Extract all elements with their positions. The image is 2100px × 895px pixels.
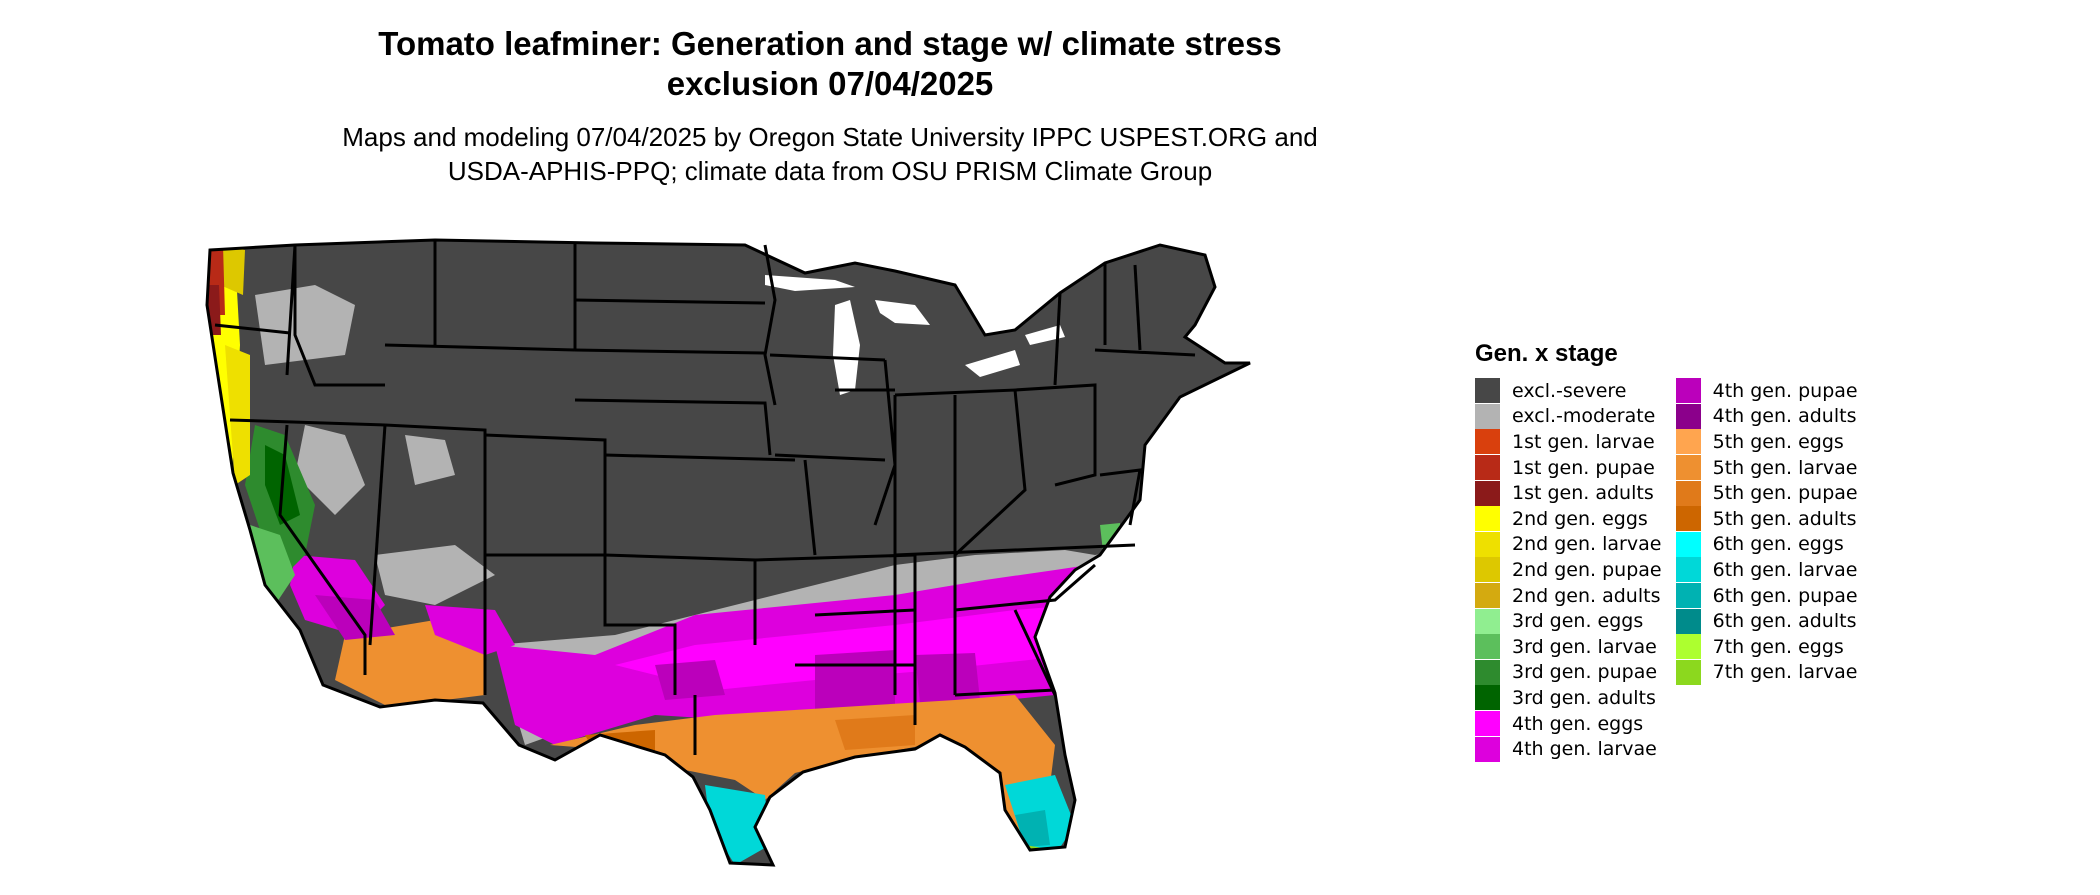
legend-swatch [1675, 634, 1701, 660]
map-subtitle-line-1: Maps and modeling 07/04/2025 by Oregon S… [342, 122, 1318, 152]
legend-label: 7th gen. eggs [1712, 635, 1844, 658]
country-outline [205, 238, 1251, 867]
legend-swatch [1675, 506, 1701, 532]
legend-label: 4th gen. adults [1712, 405, 1857, 428]
legend-label: 1st gen. pupae [1512, 456, 1655, 479]
legend-label: 2nd gen. larvae [1512, 533, 1662, 556]
legend-swatch [1675, 455, 1701, 481]
title-block: Tomato leafminer: Generation and stage w… [0, 24, 1660, 188]
legend-label: 4th gen. eggs [1512, 712, 1644, 735]
legend-swatch [1675, 403, 1701, 429]
legend-label: 2nd gen. eggs [1512, 507, 1648, 530]
legend-swatch [1675, 378, 1701, 404]
legend-label: 2nd gen. pupae [1512, 558, 1662, 581]
legend-label: 4th gen. pupae [1712, 379, 1858, 402]
legend-label: 5th gen. adults [1712, 507, 1857, 530]
legend-item: 2nd gen. pupae [1475, 557, 1662, 583]
legend-column-1: excl.-severe excl.-moderate 1st gen. larva… [1475, 378, 1662, 762]
legend-label: 3rd gen. eggs [1512, 610, 1644, 633]
legend-item: 7th gen. larvae [1675, 659, 1858, 686]
legend-item: 3rd gen. eggs [1475, 608, 1662, 634]
map-title: Tomato leafminer: Generation and stage w… [0, 24, 1660, 104]
legend-label: 1st gen. adults [1512, 482, 1654, 505]
legend-label: 3rd gen. larvae [1512, 635, 1657, 658]
state-borders [214, 240, 1196, 755]
legend-item: 1st gen. adults [1475, 480, 1662, 506]
legend-swatch [1675, 480, 1701, 506]
legend-item: 5th gen. adults [1675, 506, 1858, 532]
legend-item: 7th gen. eggs [1675, 634, 1858, 660]
legend-label: 5th gen. pupae [1712, 482, 1858, 505]
legend-swatch [1475, 711, 1500, 737]
legend-swatch [1475, 583, 1500, 609]
legend-swatch [1475, 736, 1500, 762]
legend-swatch [1475, 455, 1500, 481]
legend-label: 5th gen. eggs [1712, 430, 1844, 453]
map-title-line-1: Tomato leafminer: Generation and stage w… [378, 25, 1282, 62]
legend-item: excl.-moderate [1475, 403, 1662, 430]
legend-swatch [1475, 429, 1500, 455]
legend-item: 5th gen. eggs [1675, 429, 1858, 455]
legend-item: 6th gen. pupae [1675, 583, 1858, 609]
legend-swatch [1475, 403, 1500, 429]
legend-item: 6th gen. adults [1675, 608, 1858, 634]
legend-label: 1st gen. larvae [1512, 430, 1655, 453]
legend-item: 1st gen. pupae [1475, 455, 1662, 481]
legend-label: 6th gen. eggs [1712, 533, 1844, 556]
legend-item: 6th gen. larvae [1675, 557, 1858, 583]
legend-swatch [1475, 378, 1500, 404]
legend-swatch [1475, 557, 1500, 583]
legend-label: 6th gen. larvae [1712, 558, 1858, 581]
map-title-line-2: exclusion 07/04/2025 [666, 65, 994, 102]
legend-item: 6th gen. eggs [1675, 531, 1858, 558]
legend-swatch [1475, 608, 1500, 634]
map-regions [207, 240, 1250, 865]
legend-column-2: 4th gen. pupae 4th gen. adults 5th gen. eg… [1675, 378, 1858, 762]
legend-swatch [1475, 685, 1500, 711]
legend-item: excl.-severe [1475, 378, 1662, 404]
legend-item: 4th gen. eggs [1475, 711, 1662, 737]
legend-label: 2nd gen. adults [1512, 584, 1661, 607]
legend-item: 4th gen. larvae [1475, 736, 1662, 762]
legend-label: excl.-severe [1512, 379, 1627, 402]
us-map [195, 225, 1455, 895]
legend-item: 5th gen. larvae [1675, 455, 1858, 481]
legend-item: 3rd gen. pupae [1475, 659, 1662, 686]
legend-label: 3rd gen. adults [1512, 686, 1656, 709]
legend-swatch [1475, 480, 1500, 506]
legend-label: 3rd gen. pupae [1512, 661, 1658, 684]
legend: Gen. x stage excl.-severe excl.-moderate 1… [1475, 340, 1858, 762]
great-lakes [765, 275, 1065, 395]
legend-item: 4th gen. adults [1675, 403, 1858, 430]
legend-label: excl.-moderate [1512, 405, 1656, 428]
legend-swatch [1475, 506, 1500, 532]
legend-swatch [1475, 634, 1500, 660]
legend-label: 4th gen. larvae [1512, 738, 1657, 761]
legend-title: Gen. x stage [1475, 340, 1618, 367]
legend-item: 3rd gen. larvae [1475, 634, 1662, 660]
legend-swatch [1675, 659, 1701, 685]
legend-swatch [1675, 608, 1701, 634]
legend-swatch [1675, 429, 1701, 455]
legend-swatch [1475, 659, 1500, 685]
legend-label: 6th gen. adults [1712, 610, 1857, 633]
legend-swatch [1675, 583, 1701, 609]
legend-label: 5th gen. larvae [1712, 456, 1858, 479]
legend-item: 1st gen. larvae [1475, 429, 1662, 455]
legend-item: 4th gen. pupae [1675, 378, 1858, 404]
legend-label: 7th gen. larvae [1712, 661, 1858, 684]
legend-swatch [1475, 531, 1500, 557]
legend-item: 2nd gen. eggs [1475, 506, 1662, 532]
legend-swatch [1675, 557, 1701, 583]
legend-swatch [1675, 531, 1701, 557]
map-subtitle-line-2: USDA-APHIS-PPQ; climate data from OSU PR… [447, 156, 1213, 186]
legend-item: 2nd gen. larvae [1475, 531, 1662, 558]
map-subtitle: Maps and modeling 07/04/2025 by Oregon S… [0, 120, 1660, 188]
legend-label: 6th gen. pupae [1712, 584, 1858, 607]
legend-item: 3rd gen. adults [1475, 685, 1662, 711]
legend-item: 5th gen. pupae [1675, 480, 1858, 506]
legend-item: 2nd gen. adults [1475, 583, 1662, 609]
